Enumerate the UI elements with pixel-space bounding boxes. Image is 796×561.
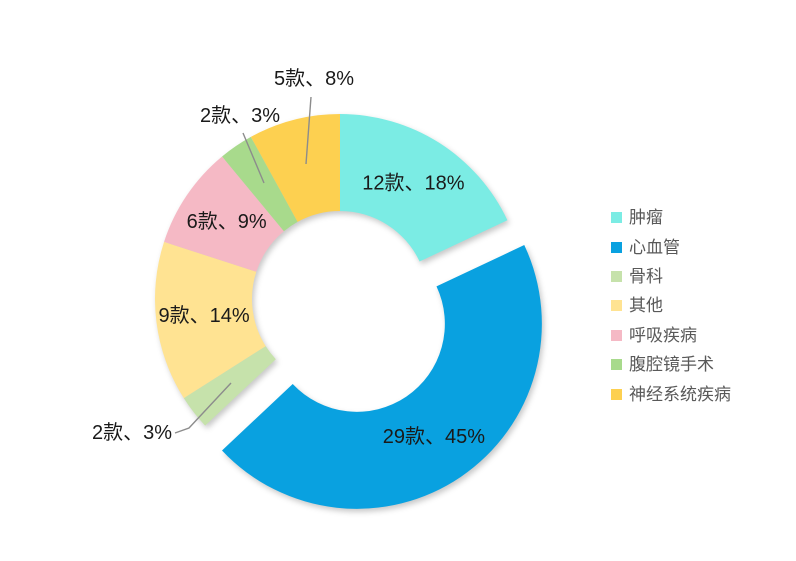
slice-label-2: 2款、3% — [92, 421, 172, 444]
legend-swatch-icon — [611, 212, 622, 224]
legend-item-4: 呼吸疾病 — [611, 321, 731, 350]
slice-label-0: 12款、18% — [362, 171, 464, 194]
pie-slice-2 — [183, 346, 276, 426]
slice-label-5: 2款、3% — [200, 104, 280, 127]
legend-swatch-icon — [611, 241, 622, 253]
leader-line-2 — [174, 382, 232, 434]
pie-slice-4 — [164, 156, 284, 272]
pie-slice-6 — [250, 114, 340, 222]
legend-label: 呼吸疾病 — [629, 325, 697, 345]
legend-item-0: 肿瘤 — [611, 203, 731, 232]
legend-item-5: 腹腔镜手术 — [611, 350, 731, 379]
legend-label: 肿瘤 — [629, 208, 663, 228]
slice-label-1: 29款、45% — [383, 425, 485, 448]
legend-swatch-icon — [611, 329, 622, 341]
legend-item-3: 其他 — [611, 291, 731, 320]
leader-line-6 — [305, 96, 312, 165]
legend-swatch-icon — [611, 388, 622, 400]
pie-slice-1 — [222, 245, 542, 509]
pie-slices — [155, 114, 542, 509]
legend-item-1: 心血管 — [611, 232, 731, 261]
slice-label-6: 5款、8% — [274, 67, 354, 90]
legend-label: 腹腔镜手术 — [629, 355, 714, 375]
pie-slice-3 — [155, 241, 266, 399]
pie-slice-5 — [222, 136, 298, 232]
legend-swatch-icon — [611, 359, 622, 371]
leader-lines — [174, 96, 312, 434]
legend-label: 其他 — [629, 296, 663, 316]
legend-item-6: 神经系统疾病 — [611, 379, 731, 408]
slice-label-4: 6款、9% — [187, 210, 267, 233]
legend-swatch-icon — [611, 270, 622, 282]
legend-label: 心血管 — [629, 237, 680, 257]
slice-label-3: 9款、14% — [159, 304, 250, 327]
legend-item-2: 骨科 — [611, 262, 731, 291]
chart-legend: 肿瘤心血管骨科其他呼吸疾病腹腔镜手术神经系统疾病 — [611, 203, 731, 409]
legend-label: 神经系统疾病 — [629, 384, 731, 404]
legend-swatch-icon — [611, 300, 622, 312]
leader-line-5 — [242, 132, 265, 184]
slice-labels: 12款、18% 29款、45% 2款、3% 9款、14% 6款、9% 2款、3% 5款、8% — [92, 67, 485, 448]
pie-slice-0 — [340, 114, 508, 262]
legend-label: 骨科 — [629, 266, 663, 286]
